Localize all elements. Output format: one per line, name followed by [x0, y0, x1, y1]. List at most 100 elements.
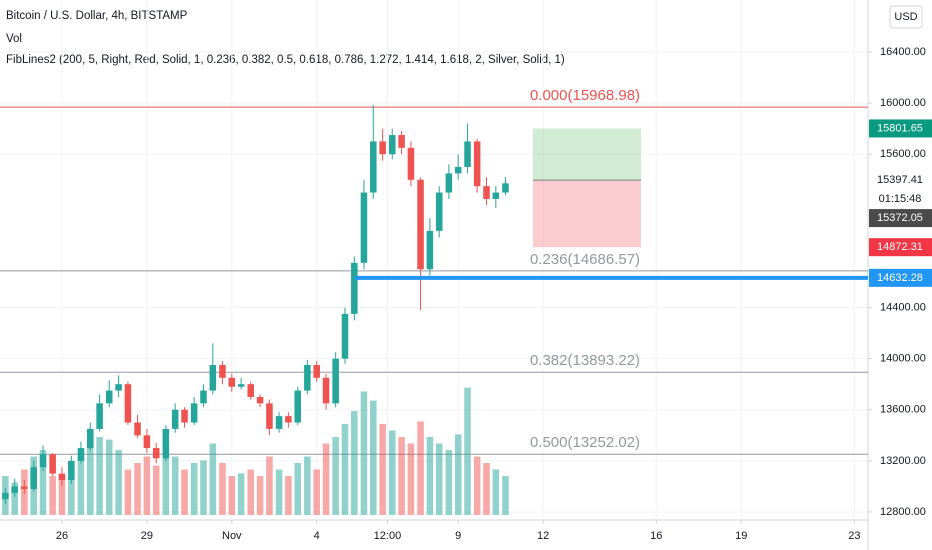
volume-bar: [105, 439, 113, 515]
price-label: 15372.05: [877, 212, 923, 224]
price-label: 15801.65: [877, 122, 923, 134]
volume-bar: [398, 437, 405, 515]
candle-body: [332, 358, 339, 404]
volume-bar: [209, 443, 217, 515]
candle-body: [435, 192, 443, 231]
volume-bar: [388, 430, 396, 515]
fib-label: 0.236(14686.57): [530, 251, 640, 268]
stop-zone: [533, 180, 641, 248]
currency-button[interactable]: [889, 5, 923, 29]
x-tick-label: 16: [650, 530, 662, 542]
volume-bar: [304, 456, 311, 515]
candle-body: [237, 384, 245, 387]
volume-bar: [256, 476, 264, 515]
volume-bar: [313, 469, 320, 515]
candle-body: [464, 141, 471, 167]
indicator-legend: FibLines2 (200, 5, Right, Red, Solid, 1,…: [6, 54, 565, 66]
x-tick-label: 12:00: [374, 530, 402, 542]
price-label: 14632.28: [877, 272, 923, 284]
candle-body: [77, 448, 85, 461]
candle-body: [370, 141, 377, 193]
candle-body: [105, 390, 113, 404]
candle-body: [360, 192, 368, 263]
candle-body: [134, 422, 141, 436]
candle-body: [322, 377, 330, 404]
fib-label: 0.000(15968.98): [530, 87, 640, 104]
volume-bar: [341, 424, 349, 515]
volume-bar: [247, 469, 255, 515]
volume-bar: [162, 450, 170, 515]
volume-bar: [322, 443, 330, 515]
volume-bar: [294, 463, 301, 515]
volume-bar: [219, 463, 226, 515]
volume-bar: [58, 478, 66, 515]
volume-bar: [152, 465, 160, 515]
candle-body: [200, 390, 207, 404]
candle-body: [502, 183, 509, 193]
candle-body: [294, 390, 301, 423]
y-tick-label: 16000.00: [880, 97, 926, 109]
candle-body: [219, 365, 226, 378]
volume-bar: [87, 443, 94, 515]
candle-body: [285, 416, 292, 423]
candle-body: [473, 141, 481, 187]
volume-bar: [351, 411, 358, 515]
volume-bar: [379, 424, 386, 515]
volume-bar: [200, 460, 207, 515]
price-label-bg: [869, 119, 932, 138]
candle-body: [190, 403, 198, 423]
y-tick-label: 14400.00: [880, 301, 926, 313]
countdown-label: 01:15:48: [879, 193, 922, 205]
candle-body: [171, 409, 179, 429]
volume-bar: [454, 434, 462, 515]
candle-body: [143, 435, 151, 449]
volume-bar: [11, 482, 18, 515]
candle-body: [115, 384, 122, 391]
background-layer: [0, 106, 868, 515]
volume-bar: [473, 456, 481, 515]
volume-bar: [96, 437, 103, 515]
price-label-bg: [869, 268, 932, 287]
volume-bar: [445, 450, 453, 515]
candle-body: [181, 409, 188, 423]
y-tick-label: 16400.00: [880, 46, 926, 58]
candle-body: [68, 460, 75, 481]
candle-body: [30, 467, 37, 489]
volume-bar: [171, 456, 179, 515]
x-tick-label: Nov: [222, 530, 242, 542]
x-tick-label: 26: [56, 530, 68, 542]
fib-label: 0.500(13252.02): [530, 434, 640, 451]
volume-bar: [332, 437, 339, 515]
volume-bar: [237, 473, 245, 515]
volume-bar: [285, 476, 292, 515]
candle-body: [304, 365, 311, 391]
x-tick-label: 12: [537, 530, 549, 542]
volume-bar: [407, 443, 415, 515]
volume-bar: [435, 443, 443, 515]
y-tick-label: 15600.00: [880, 148, 926, 160]
candle-body: [256, 396, 264, 404]
x-tick-label: 9: [455, 530, 461, 542]
candle-body: [445, 173, 453, 193]
fib-label: 0.382(13893.22): [530, 352, 640, 369]
candle-body: [124, 384, 132, 423]
volume-bar: [143, 456, 151, 515]
volume-bar: [124, 469, 132, 515]
currency-label[interactable]: USD: [894, 11, 917, 23]
candle-body: [398, 135, 405, 148]
volume-bar: [483, 463, 490, 515]
volume-bar: [417, 421, 424, 515]
candle-body: [492, 192, 500, 199]
volume-bar: [68, 463, 75, 515]
candle-body: [379, 141, 386, 155]
candle-body: [313, 365, 320, 378]
volume-bar: [370, 400, 377, 515]
y-tick-label: 14000.00: [880, 353, 926, 365]
target-zone: [533, 128, 641, 181]
candle-body: [49, 454, 56, 474]
volume-bar: [266, 456, 273, 515]
candle-body: [247, 384, 255, 397]
volume-bar: [181, 469, 188, 515]
price-label-bg: [869, 238, 932, 257]
